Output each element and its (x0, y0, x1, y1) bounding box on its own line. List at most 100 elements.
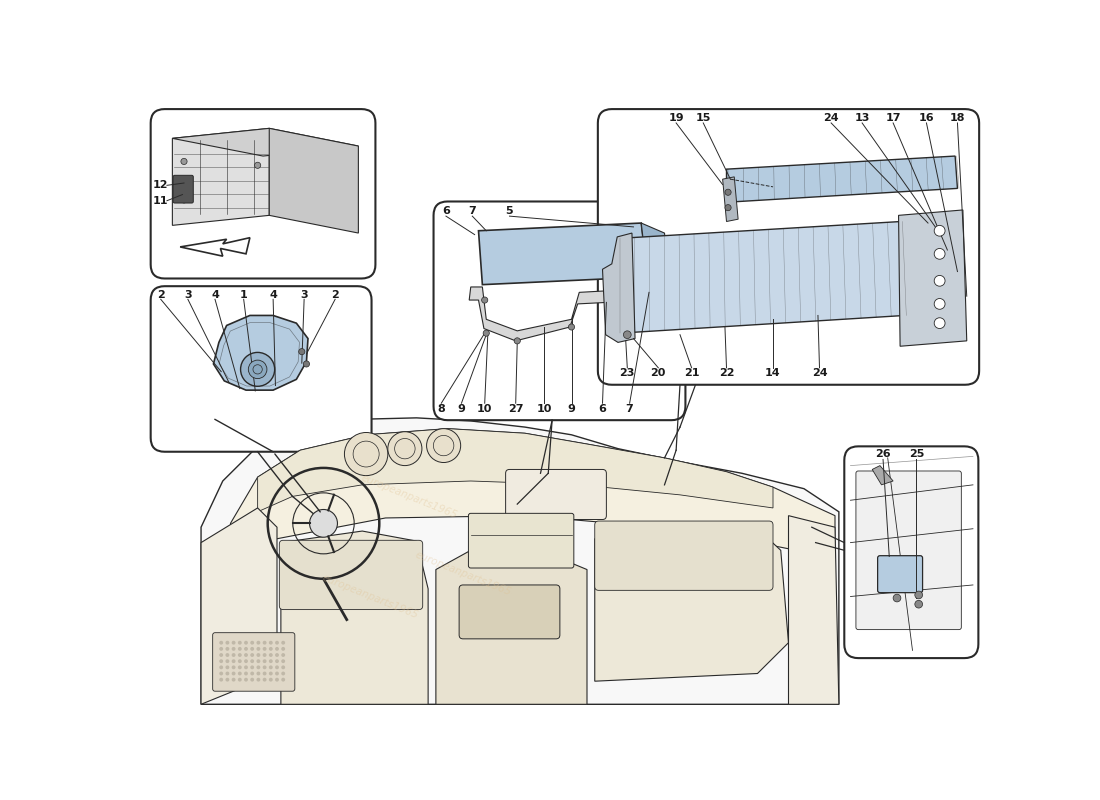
FancyBboxPatch shape (279, 540, 422, 610)
Polygon shape (899, 210, 967, 346)
Polygon shape (641, 223, 671, 289)
Circle shape (238, 659, 242, 663)
Circle shape (244, 678, 248, 682)
Circle shape (275, 647, 279, 650)
Circle shape (268, 659, 273, 663)
Polygon shape (180, 238, 250, 256)
Circle shape (282, 678, 285, 682)
Text: europeanparts1965: europeanparts1965 (414, 550, 513, 598)
Text: 12: 12 (153, 180, 168, 190)
Text: 4: 4 (211, 290, 219, 300)
FancyBboxPatch shape (506, 470, 606, 519)
Circle shape (244, 671, 248, 675)
FancyBboxPatch shape (151, 286, 372, 452)
Circle shape (282, 671, 285, 675)
Circle shape (251, 653, 254, 657)
Circle shape (934, 298, 945, 310)
Circle shape (232, 653, 235, 657)
Circle shape (263, 641, 266, 645)
Polygon shape (603, 233, 635, 342)
Circle shape (256, 641, 261, 645)
Text: 1: 1 (240, 290, 248, 300)
Text: 20: 20 (650, 368, 666, 378)
Circle shape (915, 600, 923, 608)
Circle shape (244, 666, 248, 670)
Circle shape (263, 653, 266, 657)
Circle shape (226, 641, 229, 645)
Circle shape (263, 647, 266, 650)
Polygon shape (478, 223, 648, 285)
Polygon shape (213, 315, 308, 390)
Circle shape (304, 361, 309, 367)
Circle shape (251, 647, 254, 650)
Circle shape (482, 297, 487, 303)
Circle shape (254, 162, 261, 168)
Text: 7: 7 (626, 404, 634, 414)
Polygon shape (470, 287, 653, 341)
Circle shape (219, 659, 223, 663)
Circle shape (226, 659, 229, 663)
Text: 2: 2 (331, 290, 339, 300)
Circle shape (232, 647, 235, 650)
Text: 7: 7 (469, 206, 476, 217)
Circle shape (244, 641, 248, 645)
FancyBboxPatch shape (469, 514, 574, 568)
FancyBboxPatch shape (173, 175, 194, 203)
Circle shape (256, 666, 261, 670)
Circle shape (275, 659, 279, 663)
Circle shape (725, 189, 732, 195)
Circle shape (268, 641, 273, 645)
Polygon shape (726, 156, 957, 202)
Circle shape (299, 349, 305, 354)
FancyBboxPatch shape (212, 633, 295, 691)
Circle shape (238, 671, 242, 675)
Circle shape (934, 275, 945, 286)
Circle shape (219, 653, 223, 657)
Polygon shape (257, 429, 773, 512)
Circle shape (180, 197, 187, 203)
Text: 4: 4 (270, 290, 277, 300)
Circle shape (282, 659, 285, 663)
Circle shape (244, 659, 248, 663)
FancyBboxPatch shape (151, 109, 375, 278)
Text: 17: 17 (886, 113, 901, 122)
Text: europeanparts1965: europeanparts1965 (320, 573, 419, 621)
Circle shape (241, 353, 275, 386)
Circle shape (249, 360, 267, 378)
Polygon shape (201, 508, 277, 704)
Circle shape (282, 653, 285, 657)
Text: 11: 11 (153, 196, 168, 206)
Polygon shape (436, 550, 587, 704)
Circle shape (268, 666, 273, 670)
Circle shape (256, 653, 261, 657)
Circle shape (934, 226, 945, 236)
Circle shape (275, 671, 279, 675)
Circle shape (309, 510, 338, 538)
FancyBboxPatch shape (878, 556, 923, 593)
Circle shape (569, 324, 574, 330)
Circle shape (268, 653, 273, 657)
Circle shape (275, 666, 279, 670)
Text: 10: 10 (537, 404, 552, 414)
Text: 14: 14 (766, 368, 781, 378)
Circle shape (251, 641, 254, 645)
Polygon shape (173, 128, 359, 156)
Circle shape (232, 666, 235, 670)
FancyBboxPatch shape (856, 471, 961, 630)
Text: 2: 2 (157, 290, 165, 300)
Circle shape (226, 671, 229, 675)
Text: 24: 24 (823, 113, 839, 122)
Circle shape (244, 653, 248, 657)
Circle shape (275, 678, 279, 682)
Text: 3: 3 (300, 290, 308, 300)
Text: 22: 22 (718, 368, 735, 378)
Text: 15: 15 (695, 113, 711, 122)
Polygon shape (280, 531, 428, 704)
Polygon shape (723, 177, 738, 222)
Circle shape (427, 429, 461, 462)
Circle shape (263, 671, 266, 675)
Text: 21: 21 (684, 368, 700, 378)
Text: 25: 25 (909, 449, 924, 459)
Polygon shape (201, 418, 839, 704)
Polygon shape (618, 222, 904, 333)
